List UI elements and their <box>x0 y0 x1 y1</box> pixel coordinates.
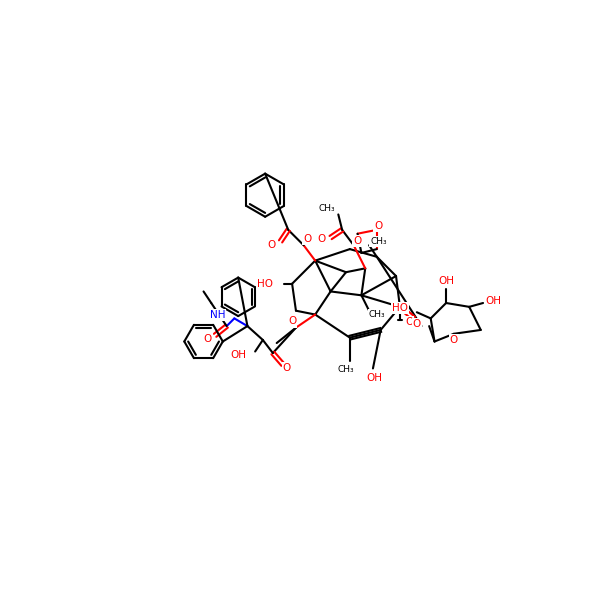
Text: O: O <box>353 236 362 247</box>
Text: OH: OH <box>486 296 502 307</box>
Text: CH₃: CH₃ <box>370 237 386 246</box>
Text: O: O <box>288 316 296 326</box>
Text: O: O <box>267 240 275 250</box>
Text: OH: OH <box>230 350 246 361</box>
Text: O: O <box>413 321 421 331</box>
Text: HO: HO <box>392 302 407 313</box>
Text: O: O <box>283 364 291 373</box>
Text: O: O <box>304 234 311 244</box>
Text: O: O <box>317 234 325 244</box>
Text: CH₃: CH₃ <box>368 310 385 319</box>
Text: O: O <box>203 334 212 344</box>
Text: HO: HO <box>257 279 273 289</box>
Text: NH: NH <box>209 310 225 320</box>
Text: O: O <box>449 335 458 345</box>
Text: OH: OH <box>367 373 382 383</box>
Text: O: O <box>374 221 382 231</box>
Text: O: O <box>405 317 413 327</box>
Text: CH₃: CH₃ <box>319 204 335 213</box>
Text: OH: OH <box>438 277 454 286</box>
Text: CH₃: CH₃ <box>338 365 355 374</box>
Text: O: O <box>413 319 421 329</box>
